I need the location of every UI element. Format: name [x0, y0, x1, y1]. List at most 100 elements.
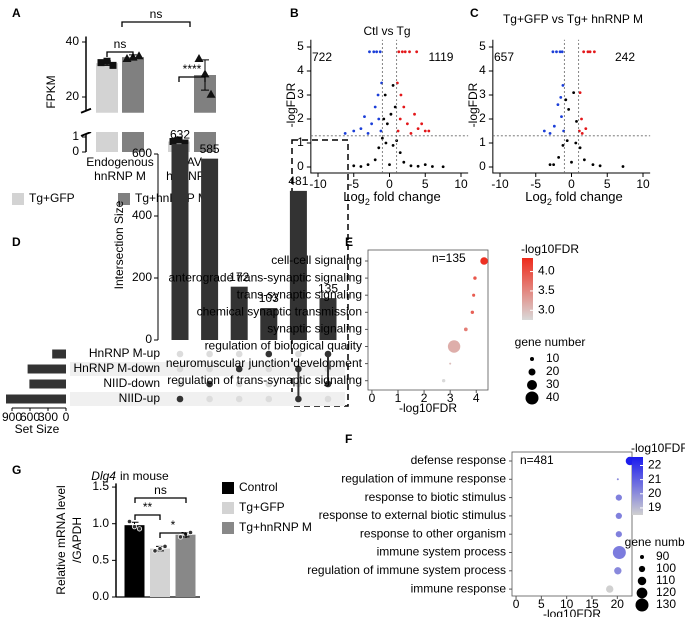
- data-point: [570, 160, 573, 164]
- significance-label: ****: [183, 62, 202, 76]
- data-point: [370, 122, 374, 126]
- chart-title: Ctl vs Tg: [363, 24, 410, 38]
- bar-value-label: 585: [200, 142, 220, 156]
- significance-label: **: [143, 500, 153, 514]
- matrix-dot-member: [295, 395, 302, 403]
- x-tick-label: 10: [560, 597, 574, 611]
- significance-label: ns: [150, 7, 163, 21]
- term-label: immune system process: [377, 545, 506, 559]
- data-point: [591, 163, 595, 167]
- dot: [470, 310, 475, 314]
- x-tick-label: 20: [611, 597, 625, 611]
- data-point: [542, 129, 546, 133]
- data-point: [427, 129, 431, 133]
- legend-label: Tg+hnRNP M: [239, 520, 312, 534]
- size-legend-title: gene number: [625, 535, 685, 549]
- colorbar-tick-label: 21: [648, 472, 662, 486]
- bar: [175, 534, 196, 597]
- data-point: [157, 546, 163, 552]
- bar: [289, 190, 307, 340]
- bar: [124, 525, 145, 597]
- data-point: [402, 160, 406, 164]
- x-axis-label-part: 2: [365, 197, 370, 207]
- y-tick-label: 4: [479, 63, 486, 77]
- y-axis-label: /GAPDH: [70, 517, 84, 563]
- data-point: [397, 50, 401, 54]
- y-tick-label: 0.5: [92, 553, 109, 567]
- data-point: [379, 129, 383, 133]
- colorbar-tick-label: 4.0: [538, 264, 555, 278]
- data-point: [402, 105, 406, 109]
- matrix-dot: [324, 395, 332, 403]
- x-tick-label: 0: [568, 177, 575, 191]
- data-point: [366, 163, 370, 167]
- data-point: [423, 129, 427, 133]
- size-legend-label: 30: [546, 377, 560, 391]
- legend-label: Tg+GFP: [239, 500, 285, 514]
- dot: [472, 293, 476, 297]
- significance-bracket: [106, 51, 134, 57]
- bar: [230, 286, 248, 340]
- x-tick-label: 600: [20, 410, 40, 424]
- size-legend-label: 40: [546, 390, 560, 404]
- x-tick-label: -10: [309, 177, 327, 191]
- data-point: [399, 93, 403, 97]
- term-label: regulation of immune response: [341, 471, 506, 485]
- data-point: [405, 122, 409, 126]
- set-label: HnRNP M-up: [89, 346, 160, 360]
- plot-frame: [511, 451, 633, 597]
- data-point: [555, 50, 558, 54]
- data-point: [580, 132, 584, 135]
- axes: [492, 39, 651, 174]
- axis-break: [80, 107, 92, 114]
- significance-label: ns: [114, 37, 127, 51]
- bar-value-label: 481: [288, 174, 308, 188]
- size-legend-dot: [525, 391, 539, 405]
- matrix-dot: [206, 350, 213, 358]
- data-point: [200, 69, 210, 78]
- dot: [480, 257, 488, 265]
- matrix-dot-member: [265, 350, 273, 358]
- data-point: [548, 132, 552, 135]
- size-legend-dot: [640, 555, 644, 559]
- x-tick-label: -5: [530, 177, 541, 191]
- bar-value-label: 103: [259, 291, 279, 305]
- size-legend-dot: [636, 587, 648, 599]
- term-label: regulation of trans-synaptic signaling: [167, 373, 362, 387]
- data-point: [564, 98, 568, 102]
- term-label: immune response: [411, 581, 507, 595]
- colorbar-tick-label: 19: [648, 500, 662, 514]
- size-legend-label: 90: [656, 549, 670, 563]
- dot: [447, 340, 461, 353]
- data-point: [393, 105, 397, 109]
- term-label: neuromuscular junction development: [166, 356, 363, 370]
- y-tick-label: 600: [132, 146, 152, 160]
- data-point: [177, 534, 184, 540]
- term-label: response to biotic stimulus: [365, 490, 506, 504]
- data-point: [152, 548, 158, 554]
- x-tick-label: 2: [421, 391, 428, 405]
- significance-bracket: [134, 514, 161, 520]
- x-tick-label: -5: [348, 177, 359, 191]
- data-point: [548, 163, 552, 167]
- data-point: [388, 163, 391, 167]
- matrix-dot: [265, 365, 273, 373]
- data-point: [552, 124, 556, 128]
- panel-letter: D: [12, 235, 21, 249]
- y-axis-label: FPKM: [44, 75, 58, 108]
- term-label: chemical synaptic transmission: [197, 304, 362, 318]
- x-tick-label: 900: [2, 410, 22, 424]
- bar: [150, 548, 170, 597]
- data-point: [383, 93, 387, 97]
- data-point: [131, 524, 138, 530]
- size-legend-dot: [637, 576, 647, 586]
- size-legend-label: 20: [546, 364, 560, 378]
- data-point: [206, 89, 216, 98]
- data-point: [409, 164, 413, 168]
- colorbar: [522, 258, 533, 320]
- size-legend-dot: [527, 380, 537, 390]
- legend-swatch: [12, 193, 24, 205]
- data-point: [413, 112, 416, 116]
- data-point: [598, 164, 602, 168]
- count-label: 722: [312, 50, 332, 64]
